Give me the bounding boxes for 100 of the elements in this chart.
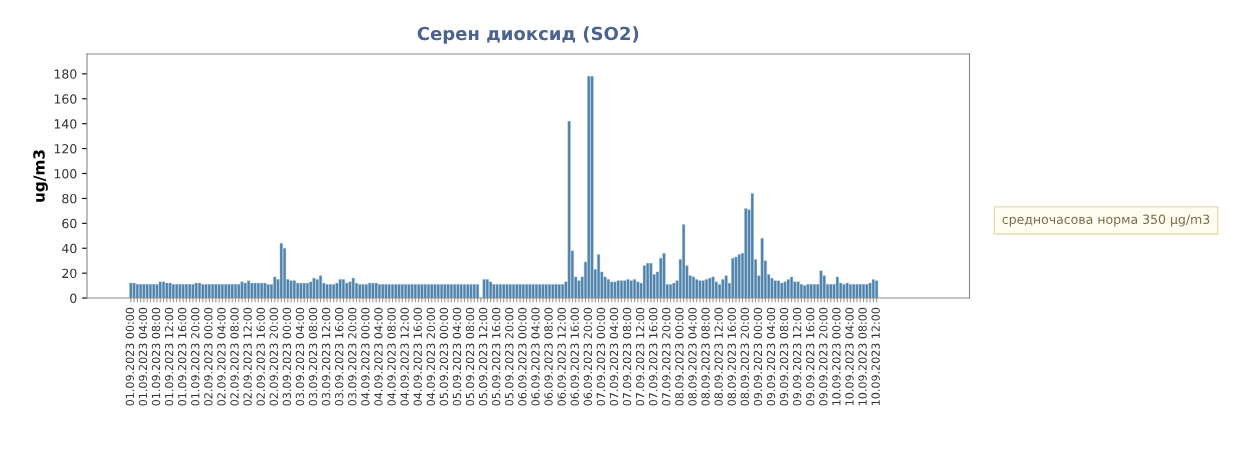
bar	[456, 284, 460, 299]
x-tick-label: 10.09.2023 08:00	[858, 307, 867, 406]
bar	[178, 284, 182, 299]
bar	[547, 284, 552, 299]
bar	[610, 281, 614, 299]
bar	[358, 284, 362, 299]
bar	[858, 284, 862, 299]
x-tick-label: 10.09.2023 00:00	[832, 307, 841, 406]
x-tick-label: 05.09.2023 16:00	[492, 307, 501, 406]
x-tick-label: 02.09.2023 04:00	[217, 307, 226, 406]
bar	[783, 281, 787, 299]
bar	[557, 284, 561, 299]
bar	[296, 282, 300, 299]
bar	[544, 284, 548, 299]
x-tick-label: 03.09.2023 08:00	[308, 307, 318, 406]
bar	[806, 284, 810, 299]
x-tick-label: 03.09.2023 16:00	[334, 307, 344, 406]
bar	[325, 284, 329, 299]
bar	[302, 282, 306, 299]
x-tick-label: 05.09.2023 20:00	[505, 307, 514, 406]
bar	[345, 282, 349, 299]
bar	[240, 281, 244, 299]
bar	[541, 284, 545, 299]
bar	[384, 284, 388, 299]
bar	[368, 282, 372, 299]
x-tick-label: 06.09.2023 16:00	[570, 307, 579, 406]
bar	[835, 276, 839, 299]
bar	[168, 282, 172, 299]
bar	[292, 280, 296, 299]
bar	[404, 284, 408, 299]
bar	[417, 284, 421, 299]
x-tick-label: 09.09.2023 04:00	[766, 307, 776, 406]
bar	[819, 270, 823, 299]
y-tick-label: 80	[62, 193, 77, 204]
bar	[233, 284, 238, 299]
x-tick-label: 01.09.2023 00:00	[125, 307, 135, 406]
bar	[214, 284, 218, 299]
x-tick-label: 08.09.2023 04:00	[688, 307, 697, 406]
y-tick-label: 20	[62, 268, 77, 279]
bar	[619, 280, 623, 299]
bar	[165, 282, 169, 299]
bar	[420, 284, 424, 299]
bar	[485, 279, 489, 299]
x-tick-label: 03.09.2023 04:00	[295, 307, 305, 406]
x-tick-label: 10.09.2023 12:00	[871, 307, 880, 406]
x-tick-label: 02.09.2023 08:00	[230, 307, 239, 406]
bar	[430, 284, 434, 299]
bar	[207, 284, 211, 299]
x-tick-label: 07.09.2023 16:00	[649, 307, 658, 406]
x-tick-label: 07.09.2023 20:00	[662, 307, 671, 406]
bar	[731, 258, 735, 299]
x-tick-label: 04.09.2023 12:00	[400, 307, 409, 406]
x-tick-label: 08.09.2023 00:00	[675, 307, 684, 406]
bar	[263, 282, 267, 299]
bar	[162, 281, 166, 299]
bar	[531, 284, 535, 299]
bar	[145, 284, 149, 299]
bar	[865, 284, 869, 299]
bar	[243, 282, 247, 299]
bar	[348, 281, 352, 299]
bar	[538, 284, 542, 299]
bar	[374, 282, 378, 299]
bar	[518, 284, 522, 299]
bar	[155, 284, 159, 299]
bar	[381, 284, 385, 299]
bar	[528, 284, 532, 299]
x-tick-label: 03.09.2023 20:00	[348, 307, 357, 406]
bar	[672, 282, 676, 299]
bar	[175, 284, 179, 299]
bar	[734, 256, 738, 299]
bar	[561, 284, 565, 299]
bar	[803, 285, 807, 299]
bar	[724, 275, 728, 299]
bar	[521, 284, 525, 299]
bar	[554, 284, 558, 299]
bar	[446, 284, 450, 299]
bar	[691, 276, 695, 299]
y-tick-label: 140	[54, 119, 77, 129]
bar	[613, 281, 617, 299]
bar	[842, 284, 846, 299]
bar	[809, 284, 813, 299]
bar	[662, 253, 666, 299]
bar	[227, 284, 231, 299]
bar	[597, 254, 601, 299]
x-tick-label: 06.09.2023 08:00	[544, 307, 553, 406]
bar	[776, 280, 780, 299]
x-tick-label: 08.09.2023 12:00	[714, 307, 723, 406]
bar	[616, 280, 620, 299]
bar	[129, 282, 133, 299]
x-tick-label: 06.09.2023 12:00	[557, 307, 566, 406]
x-tick-label: 04.09.2023 00:00	[361, 307, 370, 406]
y-tick-label: 40	[61, 243, 77, 254]
bar	[413, 284, 417, 299]
bar	[436, 284, 440, 299]
x-tick-label: 03.09.2023 12:00	[321, 307, 331, 406]
bar	[423, 284, 427, 299]
bar	[799, 284, 803, 299]
x-tick-label: 04.09.2023 04:00	[374, 307, 383, 406]
bar	[862, 284, 866, 299]
bar	[426, 284, 430, 299]
